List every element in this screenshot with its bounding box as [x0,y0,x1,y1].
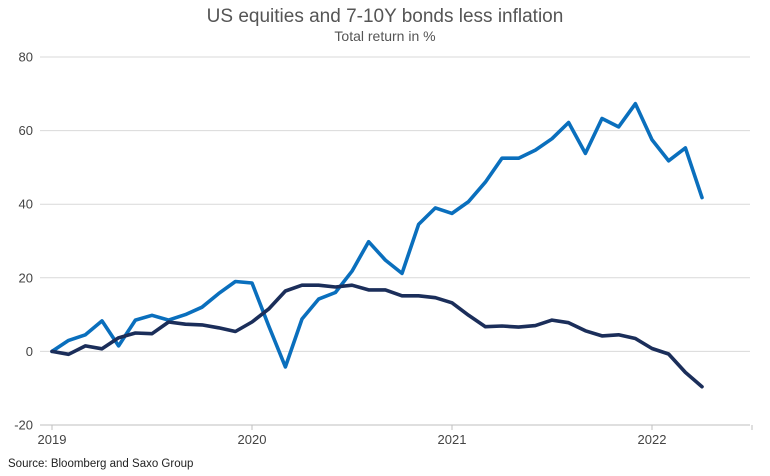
x-axis: 2019 2020 2021 2022 [38,424,753,447]
chart-subtitle: Total return in % [334,28,435,44]
y-tick-label: -20 [14,418,33,433]
source-note: Source: Bloomberg and Saxo Group [8,458,193,470]
series-line-1 [50,101,704,369]
x-tick-label: 2021 [438,432,467,447]
chart-title: US equities and 7-10Y bonds less inflati… [207,6,564,27]
x-tick-label: 2020 [238,432,267,447]
y-tick-label: 60 [19,123,33,138]
y-tick-label: 40 [19,197,33,212]
y-tick-label: 0 [26,344,33,359]
x-tick-label: 2022 [638,432,667,447]
y-axis: -20 0 20 40 60 80 [14,50,33,433]
x-tick-label: 2019 [38,432,67,447]
y-tick-label: 20 [19,270,33,285]
y-tick-label: 80 [19,50,33,65]
series-line-2 [50,283,704,389]
gridlines [40,56,750,352]
series-lines [50,101,704,389]
